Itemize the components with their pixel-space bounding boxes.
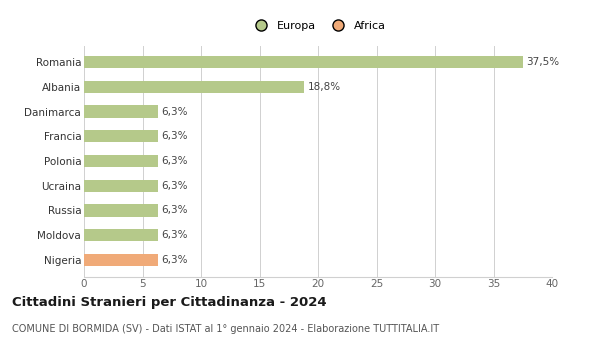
Bar [84, 155, 158, 167]
Bar [84, 56, 523, 68]
Bar [84, 81, 304, 93]
Bar [84, 204, 158, 217]
Text: 18,8%: 18,8% [307, 82, 341, 92]
Legend: Europa, Africa: Europa, Africa [248, 19, 388, 33]
Bar [84, 254, 158, 266]
Text: 6,3%: 6,3% [161, 205, 188, 215]
Text: 6,3%: 6,3% [161, 181, 188, 191]
Text: 6,3%: 6,3% [161, 255, 188, 265]
Text: COMUNE DI BORMIDA (SV) - Dati ISTAT al 1° gennaio 2024 - Elaborazione TUTTITALIA: COMUNE DI BORMIDA (SV) - Dati ISTAT al 1… [12, 324, 439, 334]
Bar [84, 105, 158, 118]
Text: Cittadini Stranieri per Cittadinanza - 2024: Cittadini Stranieri per Cittadinanza - 2… [12, 296, 326, 309]
Text: 6,3%: 6,3% [161, 131, 188, 141]
Text: 6,3%: 6,3% [161, 156, 188, 166]
Bar [84, 229, 158, 241]
Bar [84, 180, 158, 192]
Text: 6,3%: 6,3% [161, 230, 188, 240]
Text: 37,5%: 37,5% [526, 57, 559, 67]
Bar [84, 130, 158, 142]
Text: 6,3%: 6,3% [161, 107, 188, 117]
